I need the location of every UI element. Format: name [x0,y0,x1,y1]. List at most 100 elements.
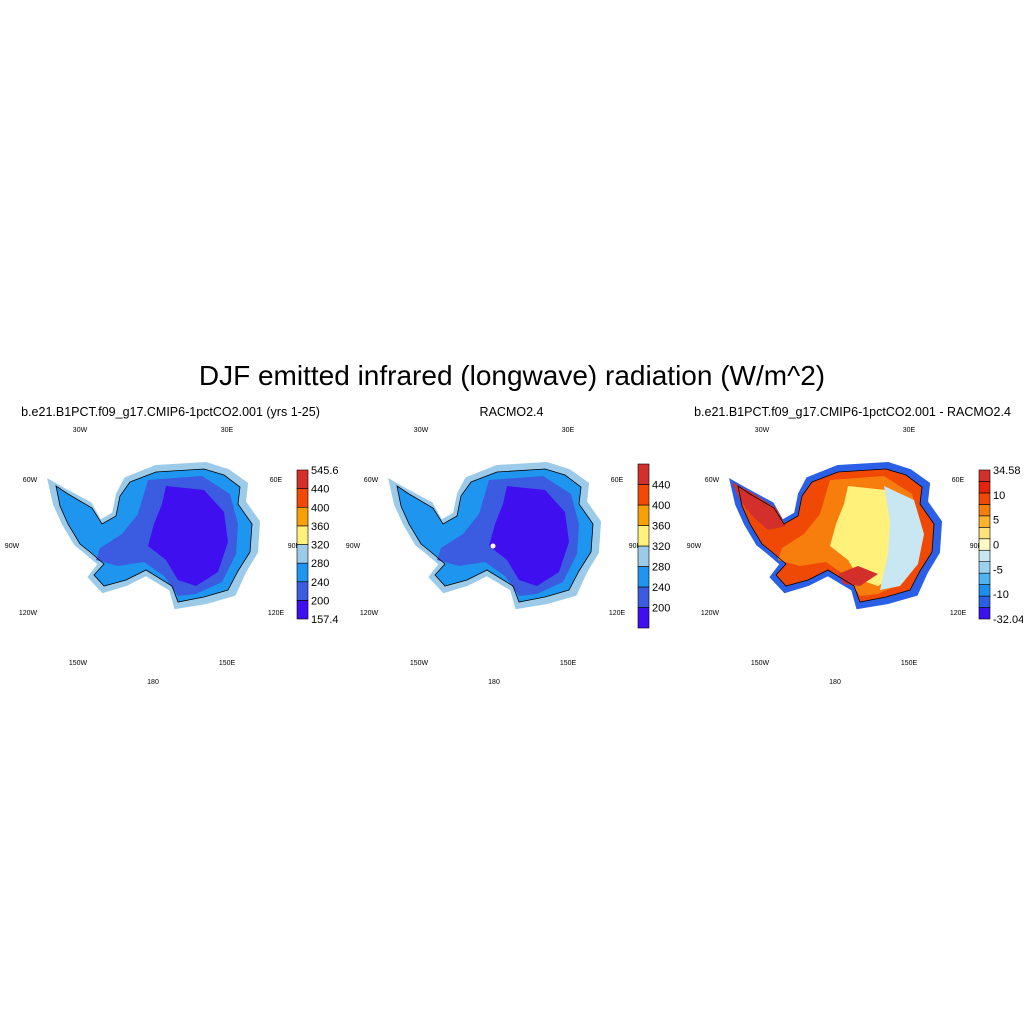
colorbar-tick-label: 545.6 [311,465,339,477]
colorbar-segment [296,506,309,527]
interior-region [148,486,228,586]
colorbar-segment [637,484,650,506]
coastline [737,468,935,603]
antarctica-map [47,461,261,610]
longitude-label: 60E [611,477,624,484]
longitude-label: 150E [560,660,577,667]
map-svg: 30W 30E 60W 60E 90W 90E 120W 120E 150W 150E 180 -32… [687,427,1023,686]
panel-title: RACMO2.4 [479,405,544,419]
colorbar-tick-label: 157.4 [311,614,339,626]
longitude-label: 30E [221,427,234,434]
colorbar-tick-label: 400 [311,502,329,514]
longitude-label: 30W [755,427,770,434]
colorbar-segment [978,504,991,517]
colorbar-tick-label: 34.58 [993,465,1021,477]
figure-title: DJF emitted infrared (longwave) radiatio… [198,360,826,391]
longitude-label: 90W [5,543,20,550]
colorbar-tick-label: -5 [993,564,1003,576]
colorbar-tick-label: 360 [652,521,670,533]
longitude-label: 90E [970,543,983,550]
colorbar-tick-label: 280 [652,562,670,574]
colorbar-tick-label: 200 [311,595,329,607]
longitude-label: 120E [950,610,967,617]
longitude-label: 150E [219,660,236,667]
east-region [880,486,924,590]
interior-region [489,486,569,586]
peninsula-region [732,482,786,530]
longitude-label: 150W [751,660,770,667]
colorbar-tick-label: 240 [311,577,329,589]
colorbar-tick-label: 10 [993,490,1005,502]
longitude-label: 150E [901,660,918,667]
longitude-label: 30E [562,427,575,434]
colorbar-segment [978,595,991,608]
colorbar-segment [296,525,309,545]
colorbar-tick-label: 200 [652,603,670,615]
colorbar-tick-label: -32.04 [993,614,1023,626]
longitude-label: 120W [19,610,38,617]
longitude-label: 120E [609,610,626,617]
coastline [396,468,594,603]
colorbar-tick-label: 320 [652,541,670,553]
longitude-label: 120W [360,610,379,617]
colorbar-segment [978,527,991,540]
colorbar-segment [296,600,309,620]
longitude-label: 90W [346,543,361,550]
panel-model: b.e21.B1PCT.f09_g17.CMIP6-1pctCO2.001 (y… [0,404,341,704]
panel-difference: b.e21.B1PCT.f09_g17.CMIP6-1pctCO2.001 - … [682,404,1023,704]
colorbar-segment [978,515,991,528]
colorbar-segment [637,525,650,547]
panel-title: b.e21.B1PCT.f09_g17.CMIP6-1pctCO2.001 (y… [21,405,320,419]
longitude-label: 90E [288,543,301,550]
antarctica-map [388,461,602,610]
longitude-label: 60E [270,477,283,484]
colorbar-segment [637,463,650,485]
colorbar-segment [296,488,309,508]
longitude-label: 60W [705,477,720,484]
longitude-label: 120W [701,610,720,617]
colorbar-segment [637,586,650,608]
coastline [55,468,253,603]
longitude-label: 180 [829,679,841,686]
colorbar-segment [296,562,309,583]
colorbar-segment [978,469,991,482]
map-svg: 30W 30E 60W 60E 90W 90E 120W 120E 150W 150E 180 157… [5,427,339,686]
colorbar-tick-label: -10 [993,589,1009,601]
colorbar-tick-label: 440 [652,480,670,492]
colorbar-segment [637,545,650,567]
colorbar-tick-label: 320 [311,540,329,552]
longitude-label: 90E [629,543,642,550]
longitude-label: 180 [147,679,159,686]
colorbar-tick-label: 440 [311,484,329,496]
colorbar-segment [978,572,991,585]
colorbar-tick-label: 360 [311,521,329,533]
colorbar-segment [637,607,650,629]
colorbar-segment [978,584,991,597]
panel-title: b.e21.B1PCT.f09_g17.CMIP6-1pctCO2.001 - … [694,405,1011,419]
colorbar-segment [978,561,991,574]
colorbar-segment [978,549,991,562]
map-svg: 30W 30E 60W 60E 90W 90E 120W 120E 150W 150E 180 200… [346,427,671,686]
longitude-label: 60W [364,477,379,484]
longitude-label: 60E [952,477,965,484]
colorbar-segment [978,481,991,494]
ross-region [838,566,878,586]
longitude-label: 90W [687,543,702,550]
longitude-label: 150W [410,660,429,667]
antarctica-map [729,461,943,610]
colorbar-tick-label: 240 [652,582,670,594]
colorbar-segment [978,492,991,505]
colorbar-segment [296,469,309,489]
colorbar-segment [637,566,650,588]
longitude-label: 30W [414,427,429,434]
colorbar-segment [978,538,991,551]
colorbar-tick-label: 400 [652,500,670,512]
longitude-label: 60W [23,477,38,484]
colorbar-tick-label: 5 [993,515,999,527]
longitude-label: 180 [488,679,500,686]
colorbar-segment [296,581,309,601]
longitude-label: 150W [69,660,88,667]
colorbar-segment [296,544,309,564]
panel-racmo: RACMO2.4 30W 30E 60W 60E 90W 90E 120W 120E 150W 1… [341,404,682,704]
colorbar-segment [637,504,650,526]
